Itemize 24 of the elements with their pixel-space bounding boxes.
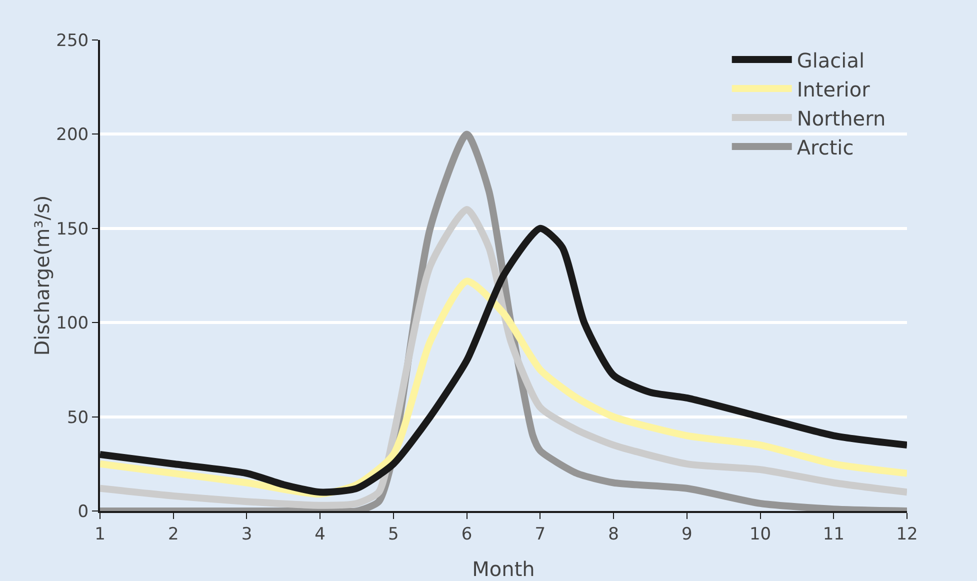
x-tick-label: 4 xyxy=(314,524,326,544)
y-tick-label: 250 xyxy=(56,30,89,51)
x-axis-title: Month xyxy=(472,557,535,581)
y-tick-label: 0 xyxy=(78,502,89,522)
legend-label: Arctic xyxy=(796,135,854,160)
x-tick-label: 6 xyxy=(461,524,472,544)
x-tick-label: 12 xyxy=(896,524,918,544)
x-tick-label: 5 xyxy=(388,524,399,544)
legend-label: Interior xyxy=(796,77,871,102)
y-tick-label: 200 xyxy=(56,125,89,146)
x-tick-label: 1 xyxy=(94,524,106,544)
y-tick-label: 150 xyxy=(56,219,89,240)
x-tick-label: 10 xyxy=(749,524,772,544)
legend-label: Northern xyxy=(796,106,886,130)
legend-label: Glacial xyxy=(796,48,865,72)
x-tick-label: 9 xyxy=(681,524,692,544)
y-axis-title: Discharge(m³/s) xyxy=(30,195,54,356)
x-tick-label: 3 xyxy=(241,524,252,544)
x-tick-label: 7 xyxy=(534,524,546,544)
x-tick-label: 11 xyxy=(822,524,844,544)
y-tick-label: 50 xyxy=(66,408,89,428)
y-tick-label: 100 xyxy=(56,314,89,334)
x-tick-label: 8 xyxy=(608,524,619,544)
x-tick-label: 2 xyxy=(168,524,179,544)
